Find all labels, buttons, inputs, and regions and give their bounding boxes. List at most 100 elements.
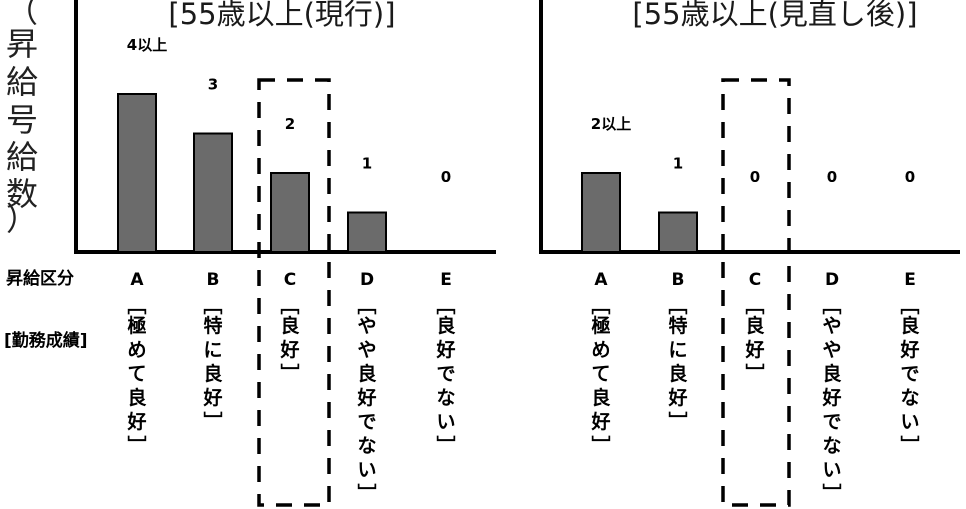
svg-text:﹈: ﹈ bbox=[357, 482, 376, 505]
data-label-A: 4以上 bbox=[127, 36, 167, 54]
svg-text:や: や bbox=[357, 315, 376, 337]
svg-text:好: 好 bbox=[202, 386, 222, 409]
data-label-A: 2以上 bbox=[591, 115, 631, 133]
svg-text:﹈: ﹈ bbox=[127, 434, 146, 457]
svg-text:極: 極 bbox=[591, 314, 610, 337]
x-tick-label-E: E bbox=[440, 270, 452, 290]
y-axis-label-char: （ bbox=[6, 0, 38, 30]
svg-text:好: 好 bbox=[821, 386, 841, 409]
chart-title: [55歳以上(見直し後)] bbox=[632, 0, 917, 31]
svg-text:好: 好 bbox=[356, 386, 376, 409]
highlight-box-C bbox=[721, 78, 791, 507]
y-axis-label-char: 給 bbox=[6, 63, 38, 101]
data-label-D: 0 bbox=[827, 168, 837, 186]
svg-text:極: 極 bbox=[127, 314, 146, 337]
data-label-E: 0 bbox=[905, 168, 915, 186]
svg-text:﹇: ﹇ bbox=[127, 295, 146, 317]
x-tick-label-A: A bbox=[594, 270, 608, 290]
svg-text:良: 良 bbox=[357, 362, 376, 385]
x-tick-label-C: C bbox=[284, 270, 296, 290]
svg-text:﹈: ﹈ bbox=[822, 482, 841, 505]
svg-text:い: い bbox=[900, 411, 919, 433]
svg-text:や: や bbox=[822, 315, 841, 337]
svg-text:で: で bbox=[822, 411, 841, 433]
svg-text:な: な bbox=[357, 435, 376, 457]
svg-text:て: て bbox=[591, 363, 610, 385]
svg-text:﹇: ﹇ bbox=[900, 295, 919, 317]
bar-A bbox=[581, 172, 621, 253]
svg-text:い: い bbox=[357, 459, 376, 481]
svg-text:や: や bbox=[357, 339, 376, 361]
svg-text:﹈: ﹈ bbox=[436, 434, 455, 457]
x-tick-label-B: B bbox=[672, 270, 685, 290]
svg-text:や: や bbox=[822, 339, 841, 361]
svg-text:好: 好 bbox=[744, 338, 764, 361]
svg-text:﹈: ﹈ bbox=[280, 362, 299, 385]
svg-text:特: 特 bbox=[203, 315, 222, 337]
svg-text:﹇: ﹇ bbox=[745, 295, 764, 317]
svg-text:に: に bbox=[668, 339, 687, 361]
x-tick-label-E: E bbox=[904, 270, 916, 290]
svg-text:良: 良 bbox=[668, 362, 687, 385]
svg-text:﹈: ﹈ bbox=[745, 362, 764, 385]
svg-text:好: 好 bbox=[899, 338, 919, 361]
svg-text:良: 良 bbox=[436, 314, 455, 337]
svg-text:で: で bbox=[900, 363, 919, 385]
data-label-C: 2 bbox=[285, 115, 295, 133]
y-axis-label-char: 給 bbox=[6, 138, 38, 176]
y-axis-label-char: 号 bbox=[6, 101, 38, 139]
svg-text:好: 好 bbox=[667, 386, 687, 409]
chart-title: [55歳以上(現行)] bbox=[168, 0, 395, 31]
x-tick-label-B: B bbox=[207, 270, 220, 290]
svg-text:﹇: ﹇ bbox=[436, 295, 455, 317]
bar-B bbox=[193, 132, 233, 253]
svg-text:好: 好 bbox=[279, 338, 299, 361]
svg-text:な: な bbox=[900, 387, 919, 409]
data-label-B: 3 bbox=[208, 76, 218, 94]
data-label-C: 0 bbox=[750, 168, 760, 186]
svg-text:い: い bbox=[822, 459, 841, 481]
svg-text:な: な bbox=[822, 435, 841, 457]
data-label-B: 1 bbox=[673, 155, 683, 173]
category-row-label: 昇給区分 bbox=[6, 268, 74, 289]
svg-text:﹇: ﹇ bbox=[591, 295, 610, 317]
svg-text:好: 好 bbox=[435, 338, 455, 361]
svg-text:﹈: ﹈ bbox=[668, 410, 687, 433]
svg-text:﹈: ﹈ bbox=[591, 434, 610, 457]
svg-text:好: 好 bbox=[126, 410, 146, 433]
svg-text:て: て bbox=[127, 363, 146, 385]
svg-text:﹇: ﹇ bbox=[203, 295, 222, 317]
highlight-box-C bbox=[257, 78, 331, 507]
svg-text:良: 良 bbox=[591, 386, 610, 409]
svg-text:良: 良 bbox=[203, 362, 222, 385]
performance-row-label: [勤務成績] bbox=[4, 330, 88, 351]
svg-text:良: 良 bbox=[127, 386, 146, 409]
bar-D bbox=[347, 211, 387, 253]
svg-text:め: め bbox=[127, 339, 146, 361]
svg-text:良: 良 bbox=[280, 314, 299, 337]
svg-text:﹇: ﹇ bbox=[357, 295, 376, 317]
svg-text:良: 良 bbox=[822, 362, 841, 385]
performance-label-C: ﹇良好﹈ bbox=[279, 295, 299, 385]
y-axis-label-char: 昇 bbox=[6, 25, 38, 63]
svg-text:い: い bbox=[436, 411, 455, 433]
x-tick-label-D: D bbox=[825, 270, 839, 290]
data-label-E: 0 bbox=[441, 168, 451, 186]
svg-text:特: 特 bbox=[668, 315, 687, 337]
svg-text:に: に bbox=[203, 339, 222, 361]
x-tick-label-D: D bbox=[360, 270, 374, 290]
performance-label-C: ﹇良好﹈ bbox=[744, 295, 764, 385]
svg-text:﹇: ﹇ bbox=[280, 295, 299, 317]
bar-B bbox=[658, 211, 698, 253]
